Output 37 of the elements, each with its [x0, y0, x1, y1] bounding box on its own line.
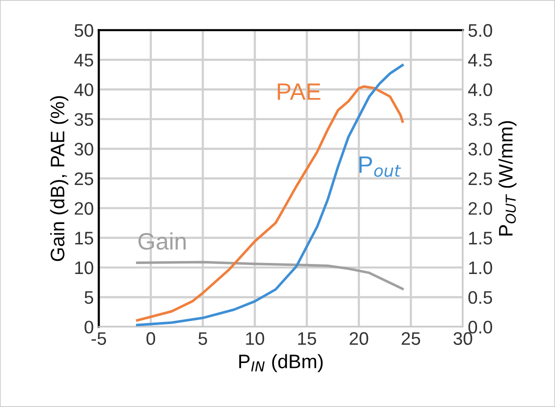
- x-tick-label: 5: [198, 332, 208, 345]
- y-tick-label: 15: [75, 232, 94, 245]
- y-axis-title: Gain (dB), PAE (%): [50, 96, 68, 262]
- y-tick-label: 0: [84, 320, 94, 334]
- y-tick-label: 50: [74, 24, 94, 37]
- x-tick-label: 0: [146, 332, 156, 345]
- series-label: PAE: [278, 84, 320, 100]
- y2-tick-label: 2.0: [468, 202, 492, 215]
- x-tick-label: 15: [298, 332, 316, 345]
- y2-tick-label: 1.5: [469, 232, 492, 245]
- x-tick-label: 20: [350, 332, 368, 345]
- series-label: Gain: [138, 232, 186, 250]
- y2-tick-label: 0.5: [468, 291, 492, 304]
- y2-tick-label: 0.0: [468, 320, 492, 334]
- y-tick-label: 35: [74, 113, 94, 126]
- y-tick-label: 30: [74, 142, 94, 156]
- series-label: P$_{out}$: [359, 156, 402, 177]
- y-tick-label: 45: [74, 54, 94, 67]
- y2-tick-label: 5.0: [468, 24, 492, 37]
- y2-tick-label: 3.5: [468, 113, 492, 126]
- y-tick-label: 20: [74, 202, 94, 215]
- line-series: [136, 260, 404, 290]
- y-tick-label: 5: [84, 291, 94, 304]
- y2-tick-label: 4.5: [468, 54, 492, 67]
- y-tick-label: 25: [74, 172, 94, 186]
- x-tick-label: 30: [454, 332, 472, 345]
- y2-tick-label: 4.0: [468, 83, 492, 96]
- y-tick-label: 40: [74, 83, 94, 96]
- y2-tick-label: 3.0: [468, 142, 492, 156]
- y-tick-label: 10: [75, 261, 94, 274]
- y2-axis-title: P$_{OUT}$ (W/mm): [498, 121, 516, 236]
- x-tick-label: -5: [92, 332, 106, 345]
- x-tick-label: 25: [402, 332, 420, 345]
- x-tick-label: 10: [246, 332, 264, 345]
- y2-tick-label: 2.5: [468, 172, 492, 186]
- x-axis-title: P$_{IN}$ (dBm): [239, 354, 323, 372]
- y2-tick-label: 1.0: [469, 261, 492, 274]
